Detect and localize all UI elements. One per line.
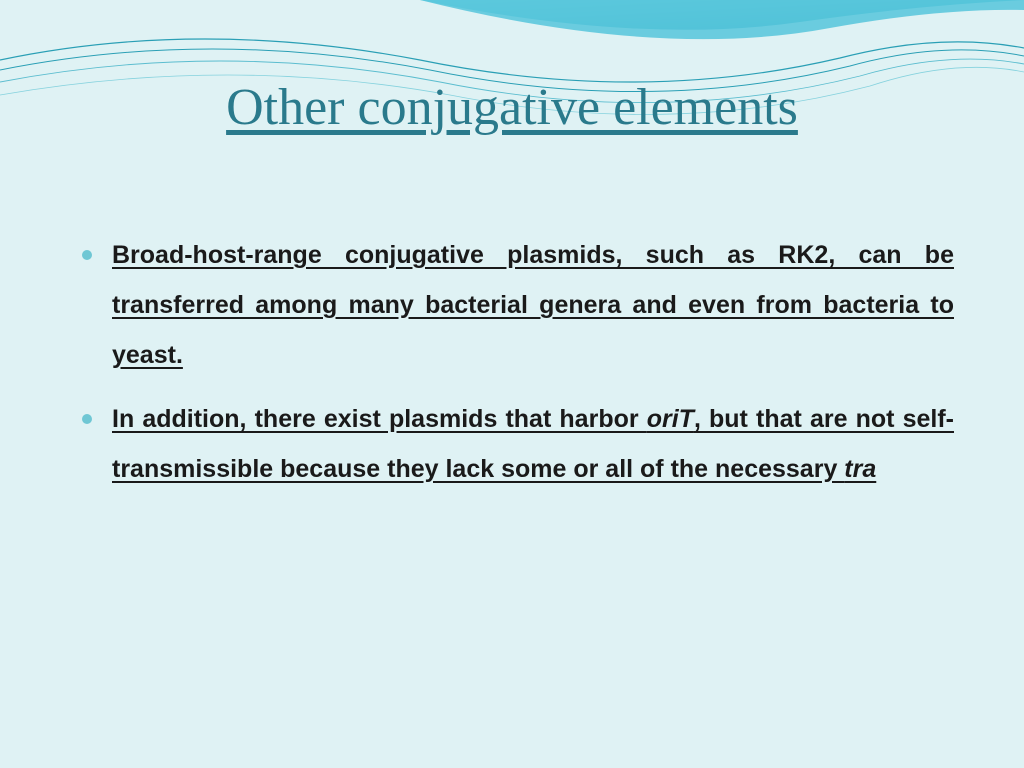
bullet-text: In addition, there exist plasmids that h… bbox=[112, 405, 647, 433]
slide-body: Broad-host-range conjugative plasmids, s… bbox=[78, 230, 954, 508]
bullet-list: Broad-host-range conjugative plasmids, s… bbox=[78, 230, 954, 494]
bullet-item: Broad-host-range conjugative plasmids, s… bbox=[78, 230, 954, 380]
italic-term: tra bbox=[844, 455, 876, 483]
italic-term: oriT bbox=[647, 405, 694, 433]
bullet-item: In addition, there exist plasmids that h… bbox=[78, 394, 954, 494]
slide-title: Other conjugative elements bbox=[50, 78, 974, 137]
